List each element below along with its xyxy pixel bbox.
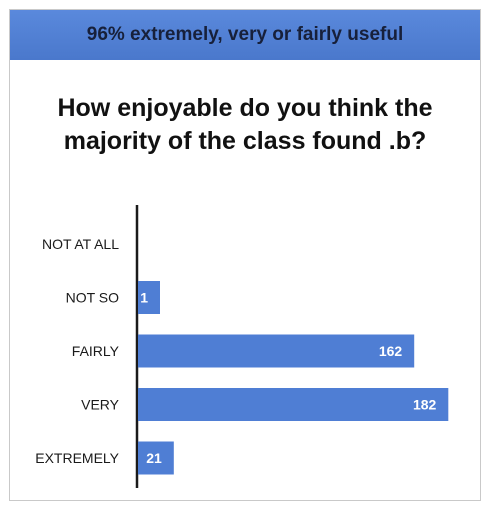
data-label: 162 xyxy=(379,343,403,359)
category-label: NOT SO xyxy=(66,290,120,306)
summary-banner-text: 96% extremely, very or fairly useful xyxy=(86,24,404,45)
bar xyxy=(138,334,415,368)
category-label: NOT AT ALL xyxy=(42,236,119,252)
chart-card: 96% extremely, very or fairly useful How… xyxy=(9,9,481,501)
category-label: VERY xyxy=(81,397,120,413)
data-label: 21 xyxy=(146,450,162,466)
data-label: 182 xyxy=(413,397,437,413)
category-label: EXTREMELY xyxy=(35,450,119,466)
data-label: 1 xyxy=(140,290,148,306)
bar xyxy=(138,281,160,314)
category-label: FAIRLY xyxy=(72,343,120,359)
bar xyxy=(138,388,449,421)
summary-banner: 96% extremely, very or fairly useful xyxy=(10,10,480,60)
chart-title: How enjoyable do you think the majority … xyxy=(57,94,433,155)
bar xyxy=(138,441,174,475)
